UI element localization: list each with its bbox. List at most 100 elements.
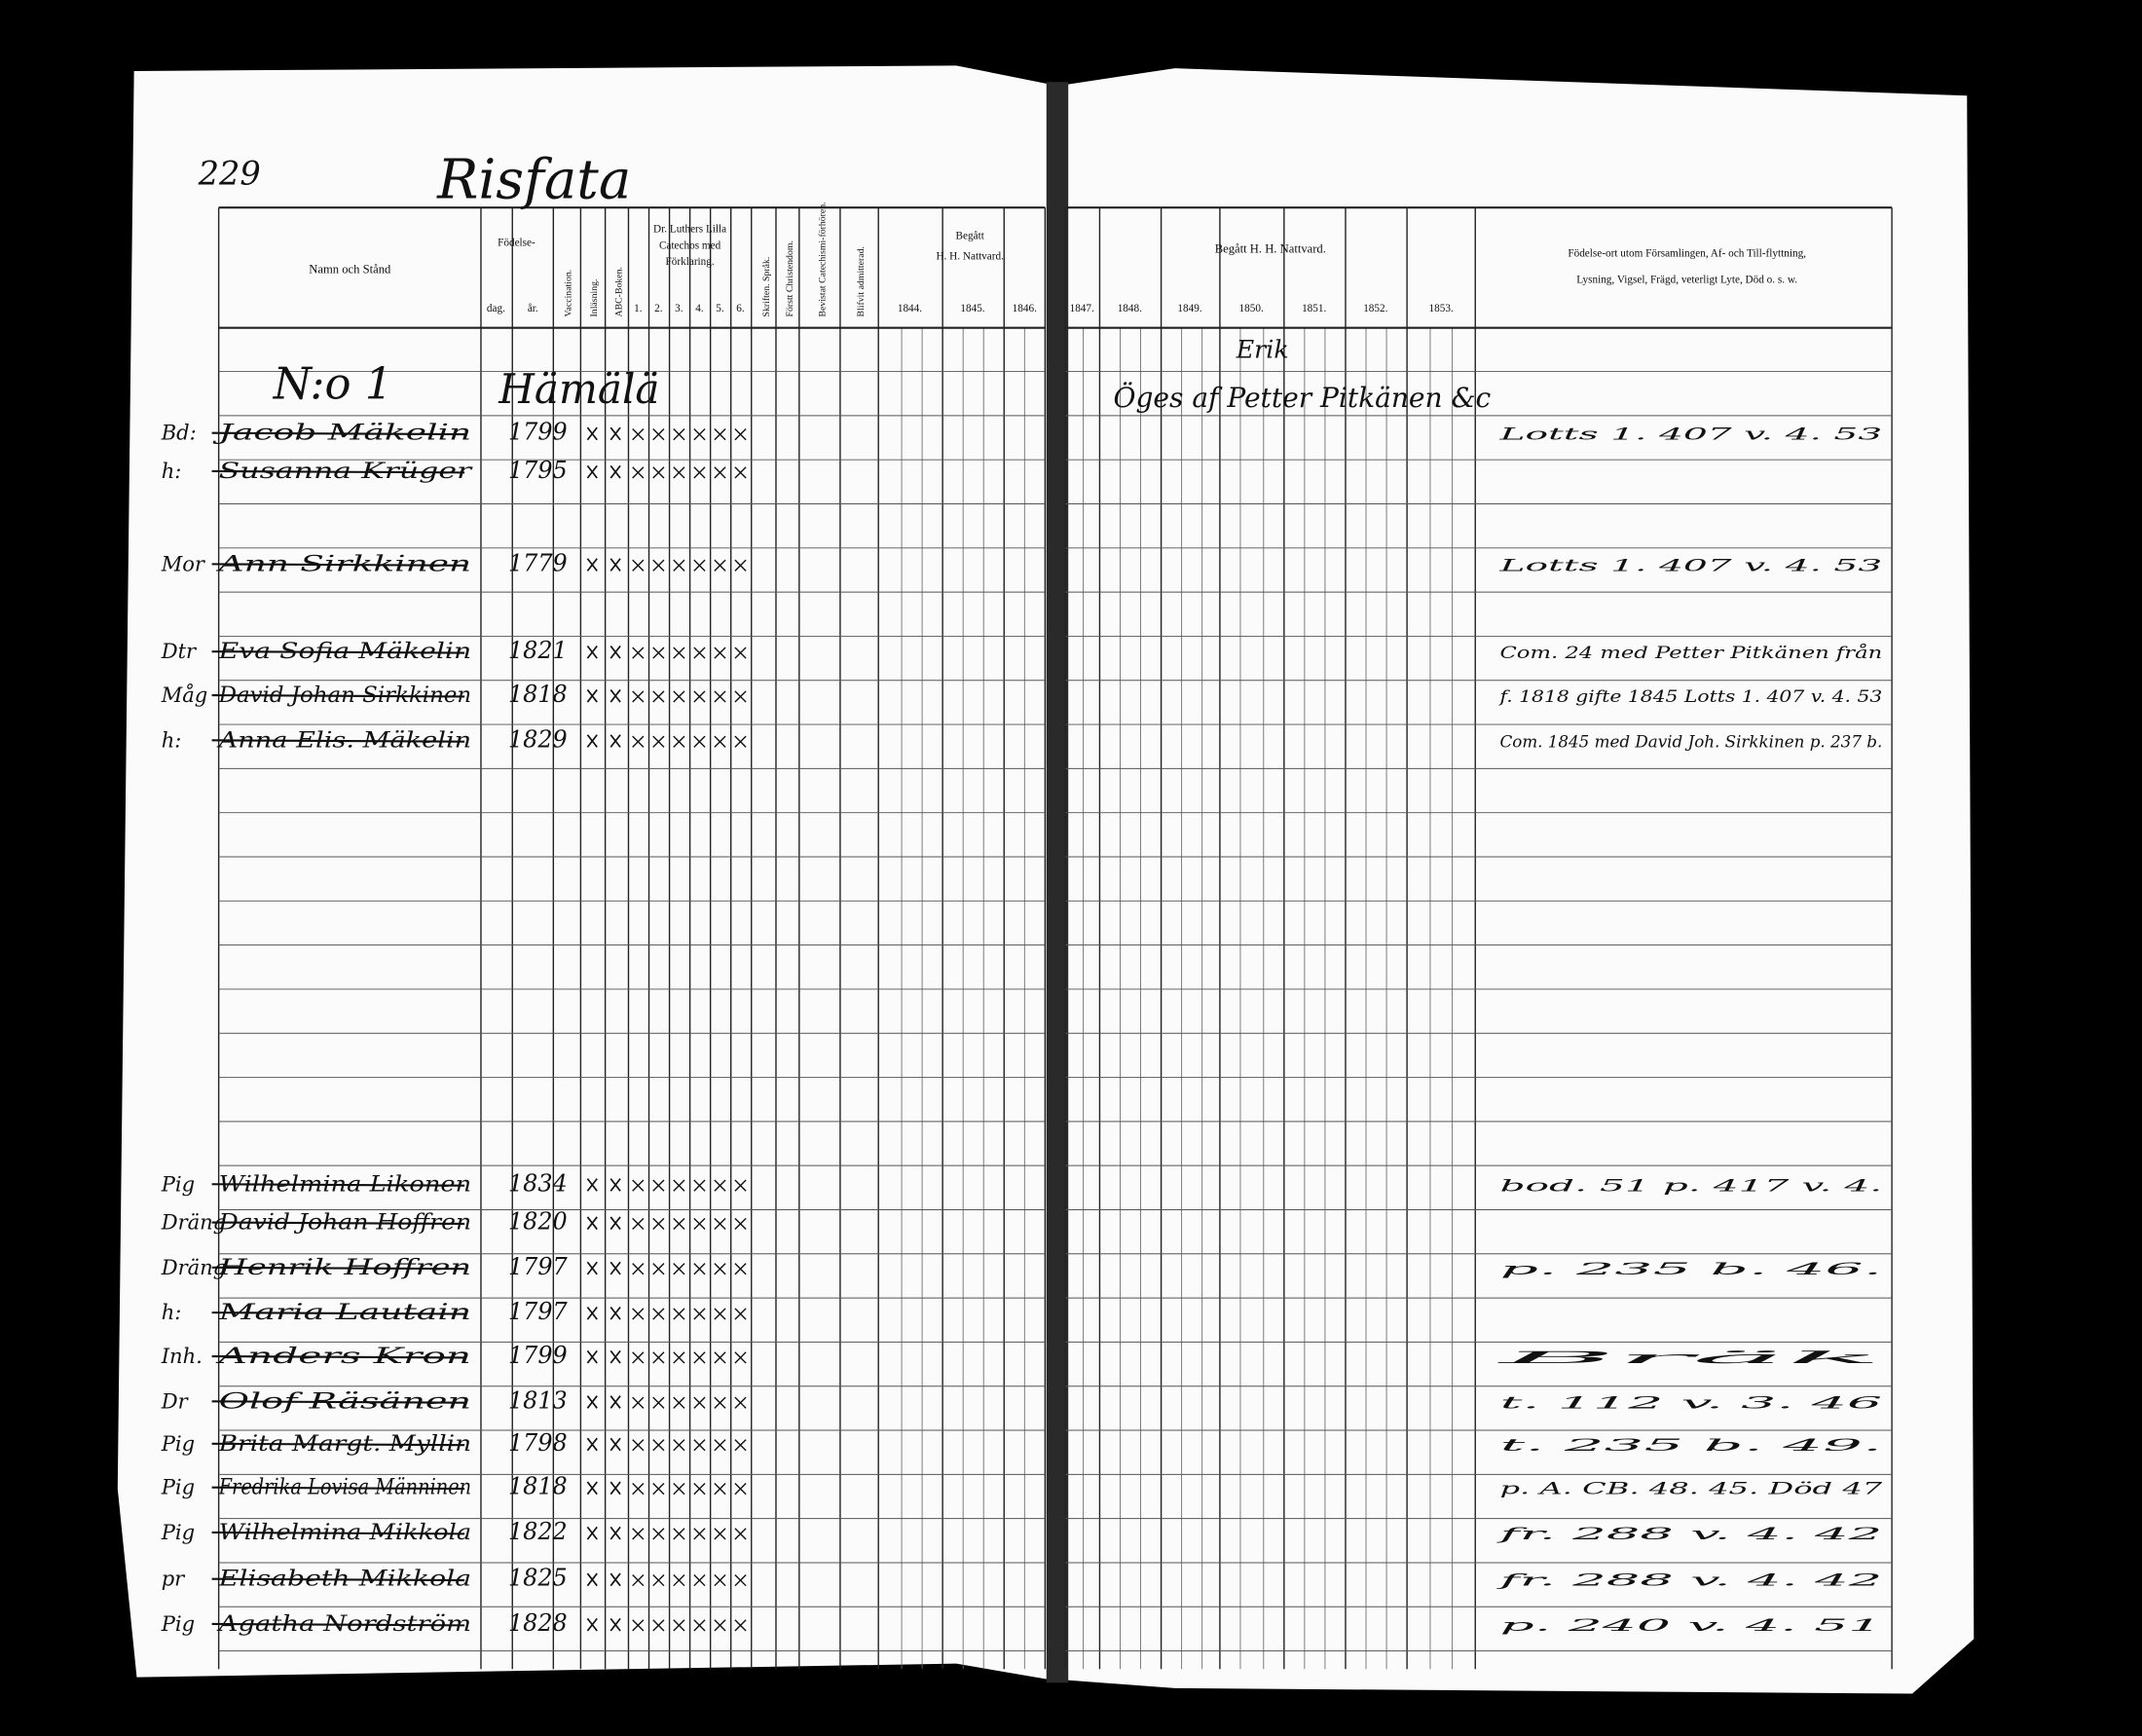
check-mark — [632, 1179, 645, 1192]
check-mark — [586, 1437, 598, 1452]
check-mark — [734, 1396, 747, 1409]
row-note: fr. 288 v. 4. 42 — [1494, 1570, 1882, 1590]
check-mark — [673, 646, 685, 659]
strike — [211, 1221, 465, 1225]
row-note: p. A. CB. 48. 45. Död 47 — [1499, 1479, 1882, 1498]
check-mark — [734, 1619, 747, 1632]
check-mark — [673, 1573, 685, 1587]
check-mark — [693, 559, 706, 572]
check-mark — [652, 690, 665, 703]
check-mark — [734, 1439, 747, 1452]
check-mark — [673, 559, 685, 572]
header-abc: ABC-Boken. — [613, 267, 624, 316]
check-mark — [586, 646, 598, 659]
row-title: Pig — [161, 1431, 195, 1456]
check-mark — [714, 1573, 726, 1587]
row-title: Pig — [161, 1171, 195, 1196]
row-title: h: — [162, 459, 182, 483]
check-mark — [673, 1351, 685, 1364]
row-year: 1795 — [508, 457, 568, 484]
row-year: 1797 — [508, 1298, 568, 1325]
check-mark — [693, 1619, 706, 1632]
check-mark — [586, 426, 598, 441]
strike — [211, 693, 465, 698]
check-mark — [673, 1396, 685, 1409]
strike — [211, 1183, 465, 1187]
check-mark — [586, 1526, 598, 1540]
check-mark — [652, 466, 665, 479]
header-catechism-part: 3. — [675, 303, 683, 314]
check-mark — [693, 1573, 706, 1587]
header-year: 1847. — [1070, 303, 1094, 314]
header-communion: Begått — [956, 230, 985, 241]
owner: Öges af Petter Pitkänen &c — [1113, 381, 1491, 414]
check-mark — [693, 466, 706, 479]
header-admitted: Blifvit admitterad. — [856, 246, 867, 316]
check-mark — [673, 1482, 685, 1496]
check-mark — [673, 1528, 685, 1540]
check-mark — [652, 646, 665, 659]
check-mark — [586, 464, 598, 479]
row-title: h: — [162, 1300, 182, 1324]
check-mark — [734, 1528, 747, 1540]
row-note: Lotts 1. 407 v. 4. 53 — [1497, 555, 1882, 574]
check-mark — [609, 1216, 621, 1231]
check-mark — [734, 559, 747, 572]
check-mark — [734, 427, 747, 441]
check-mark — [714, 1482, 726, 1496]
row-year: 1798 — [508, 1429, 568, 1457]
check-mark — [609, 1572, 621, 1587]
header-birth: Födelse- — [498, 238, 536, 249]
check-mark — [609, 1178, 621, 1192]
header-year: 1851. — [1302, 303, 1326, 314]
header-communion: H. H. Nattvard. — [936, 251, 1004, 263]
check-mark — [673, 1308, 685, 1320]
header-catechism: Dr. Luthers Lilla — [653, 223, 726, 235]
header-catechism-part: 6. — [736, 303, 745, 314]
header-reading: Inläsning. — [589, 279, 600, 317]
check-mark — [714, 427, 726, 441]
check-mark — [609, 1526, 621, 1540]
strike — [211, 1354, 465, 1359]
check-mark — [652, 1351, 665, 1364]
header-vaccination: Vaccination. — [564, 270, 574, 317]
check-mark — [609, 1617, 621, 1632]
parish: Risfata — [436, 148, 631, 211]
check-mark — [632, 1528, 645, 1540]
row-title: pr — [162, 1567, 186, 1591]
check-mark — [586, 1349, 598, 1364]
check-mark — [652, 559, 665, 572]
check-mark — [632, 1396, 645, 1409]
check-mark — [693, 646, 706, 659]
check-mark — [609, 688, 621, 703]
left-page — [117, 65, 1053, 1681]
check-mark — [609, 1481, 621, 1496]
check-mark — [609, 558, 621, 572]
check-mark — [632, 559, 645, 572]
header-year: 1846. — [1013, 303, 1037, 314]
header-christendom: Förstt Christendom. — [785, 240, 795, 316]
row-year: 1813 — [508, 1386, 568, 1414]
spine — [1046, 82, 1069, 1683]
header-birth-year: år. — [528, 303, 538, 314]
check-mark — [693, 1482, 706, 1496]
strike — [211, 1266, 465, 1271]
check-mark — [609, 734, 621, 748]
row-title: Pig — [161, 1611, 195, 1636]
check-mark — [632, 1482, 645, 1496]
row-title: Pig — [161, 1520, 195, 1544]
check-mark — [632, 1351, 645, 1364]
row-year: 1834 — [508, 1169, 568, 1197]
check-mark — [586, 734, 598, 748]
header-year: 1850. — [1239, 303, 1264, 314]
check-mark — [673, 1217, 685, 1231]
check-mark — [652, 1396, 665, 1409]
header-catechism-part: 2. — [654, 303, 663, 314]
check-mark — [693, 735, 706, 748]
check-mark — [652, 735, 665, 748]
check-mark — [673, 466, 685, 479]
check-mark — [632, 1573, 645, 1587]
check-mark — [734, 1482, 747, 1496]
strike — [211, 1442, 465, 1447]
